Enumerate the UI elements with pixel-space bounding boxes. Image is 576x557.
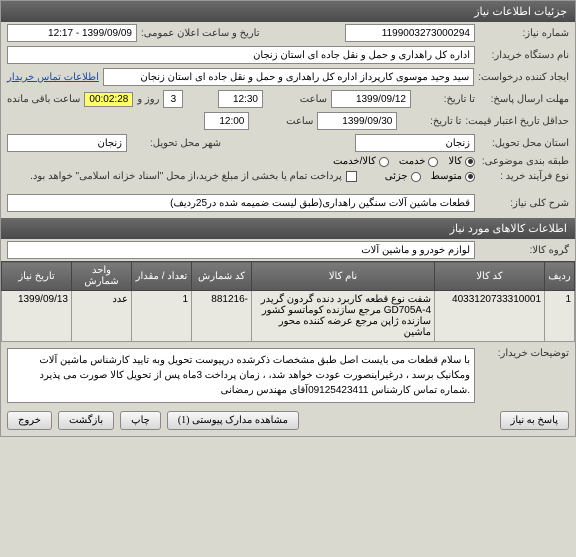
label-creator: ایجاد کننده درخواست: [478,72,569,83]
value-deadline-date: 1399/09/12 [331,90,411,108]
label-date2: تا تاریخ: [401,116,461,127]
label-need-no: شماره نیاز: [479,28,569,39]
cell-qty: 1 [132,291,192,342]
radio-minor[interactable] [411,172,421,182]
label-time2: ساعت [253,116,313,127]
radio-khedmat[interactable] [428,157,438,167]
back-button[interactable]: پاسخ به نیاز [500,411,570,430]
value-days: 3 [163,90,183,108]
label-desc: شرح کلی نیاز: [479,198,569,209]
cell-date: 1399/09/13 [2,291,72,342]
label-grouping: طبقه بندی موضوعی: [479,156,569,167]
value-province: زنجان [355,134,475,152]
label-days: روز و [137,94,159,105]
col-row: ردیف [545,262,575,291]
type-radios: متوسط جزئی [385,171,475,182]
value-desc: قطعات ماشین آلات سنگین راهداری(طبق لیست … [7,194,475,212]
treasury-checkbox[interactable] [346,171,357,182]
value-creator: سید وحید موسوی کارپرداز اداره کل راهداری… [103,68,474,86]
value-validity-date: 1399/09/30 [317,112,397,130]
buyer-notes-box: با سلام قطعات می بایست اصل طبق مشخصات ذک… [7,348,475,403]
radio-both[interactable] [379,157,389,167]
cell-name: شفت نوع قطعه کاربرد دنده گردون گریدر 4-G… [252,291,435,342]
label-city: شهر محل تحویل: [131,138,221,149]
cell-unitcode: -881216 [192,291,252,342]
checkbox-note: پرداخت تمام یا بخشی از مبلغ خرید،از محل … [30,171,342,182]
value-org: اداره کل راهداری و حمل و نقل جاده ای است… [7,46,475,64]
value-need-no: 1199003273000294 [345,24,475,42]
value-group: لوازم خودرو و ماشین آلات [7,241,475,259]
print-button[interactable]: چاپ [120,411,161,430]
cell-code: 4033120733310001 [435,291,545,342]
col-unitcode: کد شمارش [192,262,252,291]
col-unit: واحد شمارش [72,262,132,291]
col-qty: تعداد / مقدار [132,262,192,291]
cell-unit: عدد [72,291,132,342]
value-city: زنجان [7,134,127,152]
cell-idx: 1 [545,291,575,342]
radio-medium[interactable] [465,172,475,182]
grouping-radios: کالا خدمت کالا/خدمت [333,156,475,167]
label-province: استان محل تحویل: [479,138,569,149]
col-code: کد کالا [435,262,545,291]
table-row[interactable]: 1 4033120733310001 شفت نوع قطعه کاربرد د… [2,291,575,342]
value-validity-time: 12:00 [204,112,249,130]
attach-button[interactable]: مشاهده مدارک پیوستی (1) [167,411,299,430]
label-date1: تا تاریخ: [415,94,475,105]
label-group: گروه کالا: [479,245,569,256]
radio-kala[interactable] [465,157,475,167]
items-header: اطلاعات کالاهای مورد نیاز [1,218,575,239]
label-deadline: مهلت ارسال پاسخ: [479,94,569,105]
contact-link[interactable]: اطلاعات تماس خریدار [7,72,99,83]
main-header: جزئیات اطلاعات نیاز [1,1,575,22]
label-org: نام دستگاه خریدار: [479,50,569,61]
label-buyer-notes: توضیحات خریدار: [479,348,569,359]
edit-button[interactable]: بازگشت [58,411,114,430]
col-date: تاریخ نیاز [2,262,72,291]
label-type: نوع فرآیند خرید : [479,171,569,182]
label-time1: ساعت [267,94,327,105]
items-table: ردیف کد کالا نام کالا کد شمارش تعداد / م… [1,261,575,342]
exit-button[interactable]: خروج [7,411,52,430]
value-announce: 1399/09/09 - 12:17 [7,24,137,42]
label-announce: تاریخ و ساعت اعلان عمومی: [141,28,260,39]
countdown: 00:02:28 [84,92,133,107]
value-deadline-time: 12:30 [218,90,263,108]
label-remain: ساعت باقی مانده [7,94,80,105]
col-name: نام کالا [252,262,435,291]
label-validity: حداقل تاریخ اعتبار قیمت: [465,116,569,127]
